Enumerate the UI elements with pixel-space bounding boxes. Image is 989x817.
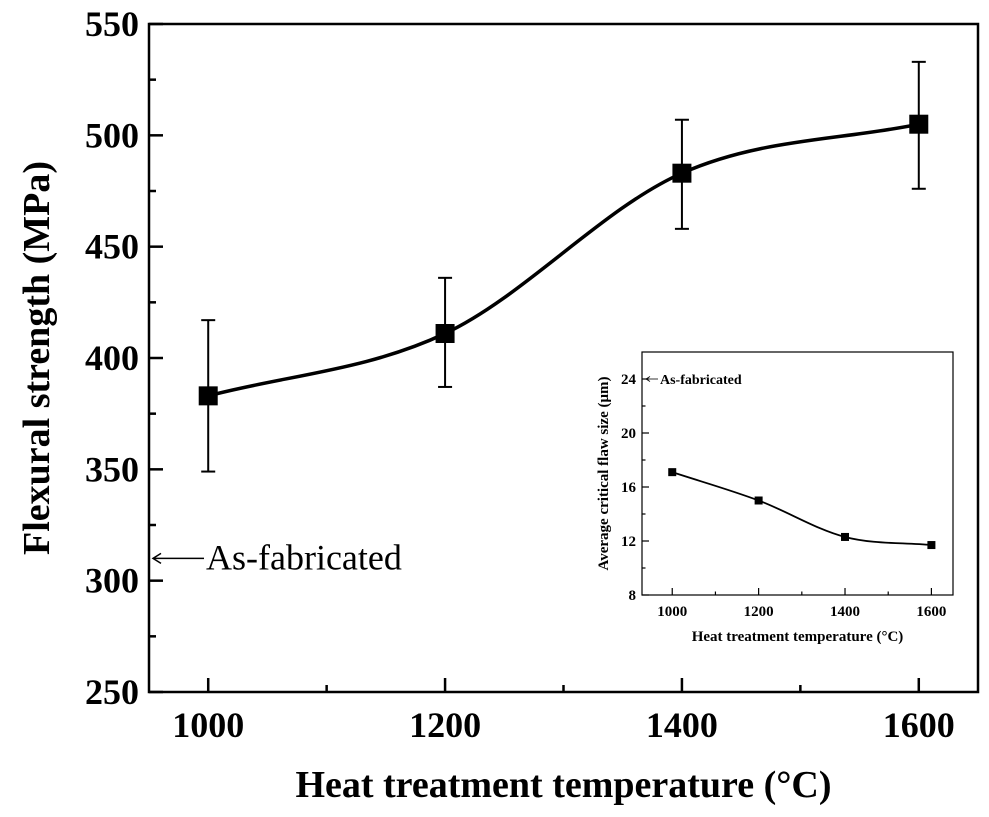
- main-data-point: [909, 114, 929, 134]
- main-y-tick-label: 550: [85, 4, 139, 44]
- main-series: [198, 60, 929, 473]
- inset-y-axis-label: Average critical flaw size (μm): [596, 377, 612, 571]
- inset-x-tick-label: 1400: [830, 604, 860, 620]
- inset-annotation-text: As-fabricated: [660, 373, 742, 388]
- inset-x-tick-label: 1200: [744, 604, 774, 620]
- main-x-axis-label: Heat treatment temperature (°C): [295, 764, 831, 806]
- inset-y-tick-label: 16: [621, 480, 637, 496]
- inset-data-point: [668, 468, 677, 477]
- inset-y-tick-label: 20: [621, 426, 636, 442]
- main-y-tick-label: 350: [85, 449, 139, 489]
- inset-series: [668, 468, 936, 550]
- inset-ticks: 1000 1200 1400 1600 8 12 16 20 24: [621, 372, 946, 620]
- inset-annotation-arrowhead: [645, 376, 651, 382]
- main-annotation-text: As-fabricated: [206, 537, 402, 577]
- main-ticks: 1000 1200 1400 1600 250 300 350 400 450 500 550: [85, 4, 955, 745]
- inset-data-point: [754, 496, 763, 505]
- main-x-tick-label: 1600: [883, 705, 955, 745]
- inset-y-tick-label: 12: [621, 534, 636, 550]
- main-y-tick-label: 400: [85, 338, 139, 378]
- inset-y-tick-label: 8: [629, 588, 637, 604]
- inset-x-tick-label: 1600: [916, 604, 946, 620]
- main-data-point: [672, 163, 692, 183]
- inset-y-tick-label: 24: [621, 372, 637, 388]
- main-series-line: [207, 122, 920, 398]
- main-y-axis-label: Flexural strength (MPa): [16, 161, 58, 555]
- inset-series-line: [671, 471, 932, 546]
- main-y-tick-label: 250: [85, 672, 139, 712]
- main-y-tick-label: 500: [85, 115, 139, 155]
- inset-x-tick-label: 1000: [657, 604, 687, 620]
- main-data-point: [435, 324, 455, 344]
- inset-chart: 1000 1200 1400 1600 8 12 16 20 24 Heat treatment…: [596, 351, 954, 645]
- main-x-tick-label: 1400: [646, 705, 718, 745]
- main-data-point: [198, 386, 218, 406]
- main-x-tick-label: 1200: [409, 705, 481, 745]
- inset-annotation: As-fabricated: [645, 373, 742, 388]
- main-annotation: As-fabricated: [151, 537, 402, 577]
- inset-data-point: [927, 541, 936, 550]
- inset-x-axis-label: Heat treatment temperature (°C): [692, 629, 904, 645]
- inset-plot-frame: [641, 351, 954, 596]
- inset-data-point: [841, 532, 850, 541]
- main-x-tick-label: 1000: [172, 705, 244, 745]
- main-y-tick-label: 450: [85, 227, 139, 267]
- main-y-tick-label: 300: [85, 561, 139, 601]
- main-chart: 1000 1200 1400 1600 250 300 350 400 450 500 550 He…: [16, 4, 980, 806]
- main-annotation-arrowhead: [151, 552, 162, 565]
